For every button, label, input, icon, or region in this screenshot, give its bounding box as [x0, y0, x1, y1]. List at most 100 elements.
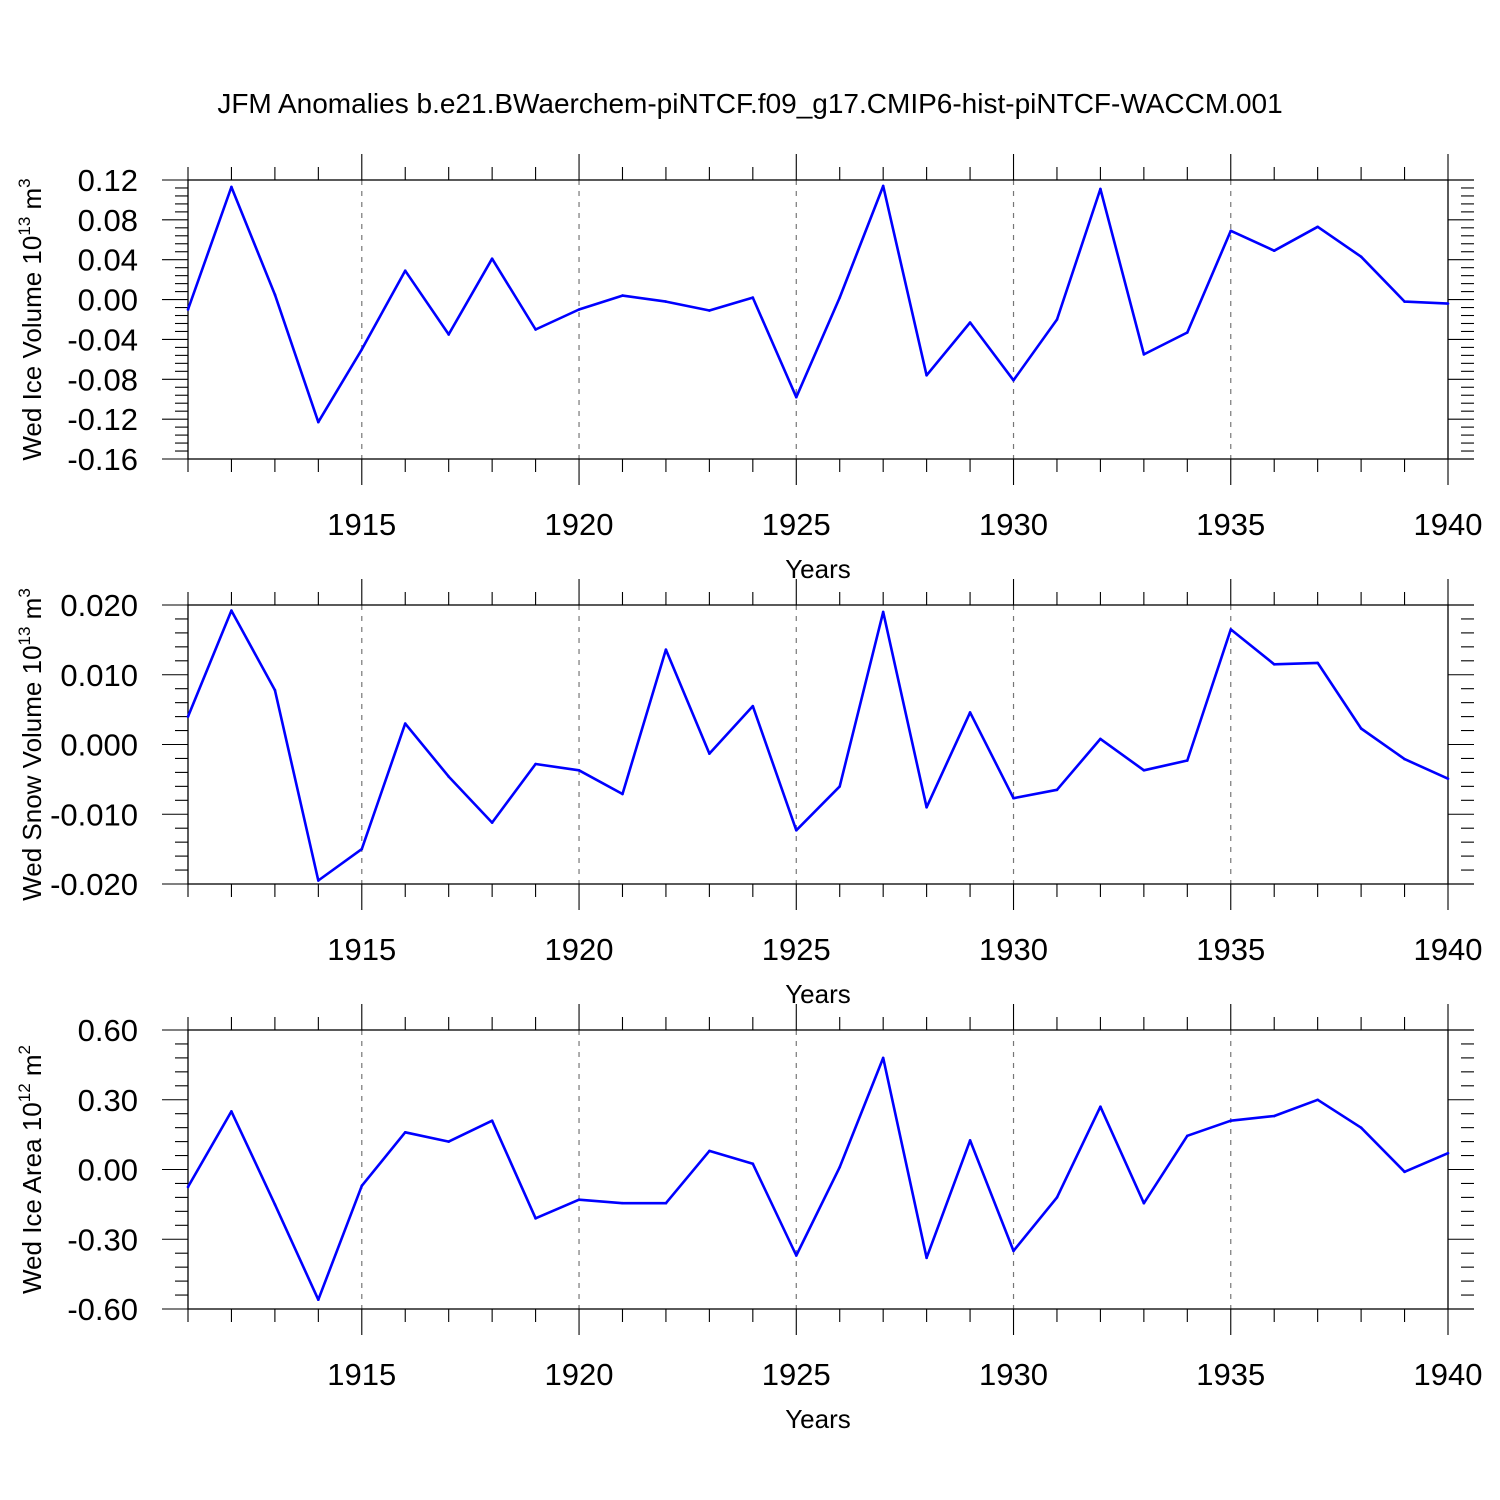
data-point-1937	[1316, 225, 1319, 229]
x-axis-label: Years	[785, 1404, 851, 1434]
data-point-1935	[1229, 628, 1233, 631]
data-point-1926	[838, 296, 842, 299]
data-point-1931	[1055, 318, 1059, 321]
data-point-1911	[186, 1185, 190, 1189]
y-axis-label-unit-sup: 3	[15, 588, 34, 597]
data-point-1918	[490, 821, 494, 824]
data-point-1915	[360, 348, 364, 351]
x-tick-label: 1940	[1414, 932, 1483, 967]
data-point-1922	[664, 1201, 668, 1205]
data-point-1939	[1403, 1170, 1406, 1174]
data-point-1913	[273, 1203, 277, 1206]
x-tick-label: 1915	[327, 507, 396, 542]
data-point-1938	[1359, 1126, 1363, 1129]
y-tick-label: -0.60	[67, 1292, 138, 1327]
data-point-1920	[577, 308, 581, 311]
data-point-1912	[230, 1110, 233, 1113]
chart-panel-1: 0.12 0.08 0.04 0.00 -0.04 -0.08 -0.12 -0.16 1915…	[15, 154, 1482, 584]
data-point-1935	[1229, 1119, 1233, 1122]
data-point-1927	[881, 610, 885, 614]
chart-panel-2: 0.020 0.010 0.000 -0.010 -0.020 1915 1920 1925 1…	[15, 579, 1482, 1009]
data-point-1914	[317, 1298, 320, 1301]
y-axis-label: Wed Ice Volume 1013 m3	[15, 178, 47, 460]
data-point-1937	[1316, 661, 1319, 665]
data-point-1927	[881, 184, 885, 188]
data-point-1913	[273, 293, 277, 296]
data-point-1940	[1446, 1151, 1450, 1155]
data-point-1913	[273, 688, 277, 692]
x-tick-label: 1915	[327, 932, 396, 967]
data-point-1926	[838, 785, 842, 788]
data-point-1929	[968, 321, 972, 324]
y-tick-label: 0.60	[78, 1013, 138, 1048]
series-line	[186, 184, 1449, 424]
data-point-1918	[490, 1119, 494, 1122]
data-point-1934	[1186, 331, 1189, 334]
data-point-1921	[621, 294, 624, 297]
data-point-1923	[708, 752, 711, 755]
y-axis-label: Wed Snow Volume 1013 m3	[15, 588, 47, 901]
data-point-1936	[1272, 249, 1276, 253]
x-tick-label: 1920	[545, 932, 614, 967]
data-point-1931	[1055, 1196, 1059, 1199]
y-tick-label: -0.08	[67, 362, 138, 397]
data-point-1932	[1099, 737, 1102, 741]
data-point-1932	[1099, 187, 1102, 191]
data-point-1925	[794, 828, 798, 832]
y-axis-label-unit-sup: 2	[15, 1045, 34, 1054]
data-point-1912	[230, 609, 233, 612]
data-point-1918	[490, 257, 494, 261]
data-point-1921	[621, 1201, 624, 1205]
x-axis-label: Years	[785, 554, 851, 584]
data-point-1928	[925, 1256, 928, 1260]
x-tick-label: 1935	[1196, 932, 1265, 967]
data-point-1928	[925, 805, 928, 809]
data-point-1933	[1142, 769, 1146, 772]
data-point-1939	[1403, 757, 1406, 761]
data-point-1915	[360, 1184, 364, 1188]
figure-title: JFM Anomalies b.e21.BWaerchem-piNTCF.f09…	[217, 88, 1283, 119]
y-tick-label: 0.010	[60, 658, 138, 693]
data-point-1916	[403, 722, 407, 725]
x-tick-label: 1920	[545, 1357, 614, 1392]
data-point-1933	[1142, 353, 1146, 356]
data-point-1931	[1055, 788, 1059, 792]
data-point-1927	[881, 1056, 885, 1060]
data-point-1911	[186, 715, 190, 718]
data-point-1934	[1186, 759, 1189, 762]
y-axis-label-sup: 13	[15, 627, 34, 646]
data-point-1914	[317, 420, 320, 424]
y-axis-label: Wed Ice Area 1012 m2	[15, 1045, 47, 1294]
data-point-1920	[577, 769, 581, 772]
data-point-1933	[1142, 1201, 1146, 1205]
data-point-1940	[1446, 302, 1450, 305]
y-axis-label-unit-sup: 3	[15, 178, 34, 187]
data-point-1932	[1099, 1105, 1102, 1109]
data-point-1926	[838, 1165, 842, 1169]
plot-frame	[187, 179, 1449, 460]
data-point-1916	[403, 1131, 407, 1134]
y-tick-label: 0.00	[78, 1153, 138, 1188]
data-point-1922	[664, 648, 668, 651]
y-tick-label: -0.16	[67, 442, 138, 477]
y-tick-label: -0.12	[67, 402, 138, 437]
y-axis-label-unit: m	[17, 188, 47, 217]
data-point-1928	[925, 374, 928, 377]
y-axis-label-main: Wed Ice Volume 10	[17, 236, 47, 461]
plot-frame	[187, 604, 1449, 885]
data-point-1925	[794, 1254, 798, 1257]
x-tick-label: 1930	[979, 932, 1048, 967]
data-point-1939	[1403, 300, 1406, 303]
y-tick-label: 0.08	[78, 203, 138, 238]
y-axis-label-main: Wed Ice Area 10	[17, 1102, 47, 1294]
x-tick-label: 1920	[545, 507, 614, 542]
y-tick-label: -0.020	[50, 867, 138, 902]
data-point-1924	[751, 704, 755, 708]
data-point-1923	[708, 1149, 711, 1153]
data-point-1935	[1229, 229, 1233, 233]
data-point-1911	[186, 308, 190, 311]
data-point-1920	[577, 1198, 581, 1202]
data-point-1936	[1272, 662, 1276, 666]
data-point-1938	[1359, 727, 1363, 730]
data-point-1916	[403, 269, 407, 272]
